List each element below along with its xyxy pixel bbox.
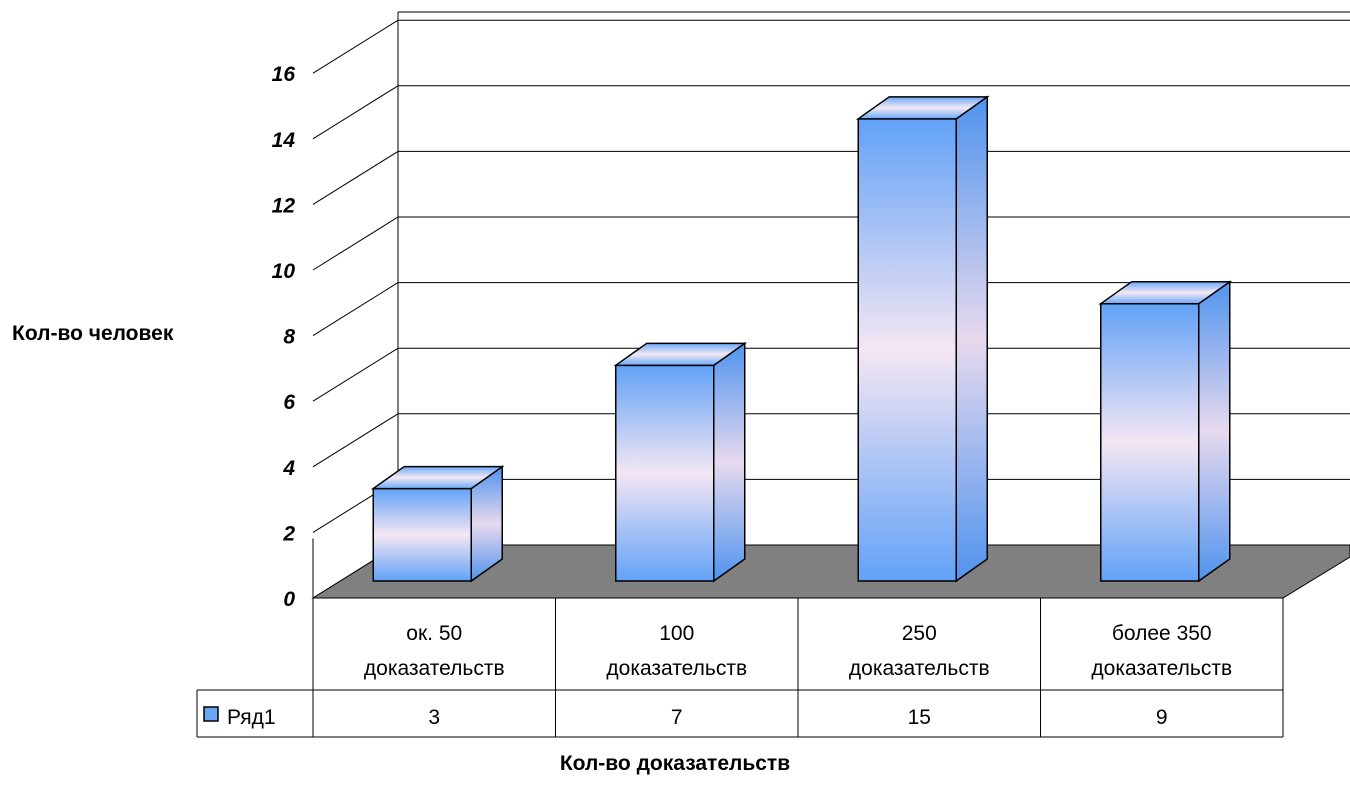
bar (1098, 280, 1233, 583)
y-tick-label: 16 (272, 63, 296, 86)
y-tick-label: 0 (283, 588, 295, 611)
gridline-side (312, 347, 399, 402)
category-label: ок. 50 (406, 622, 462, 645)
y-tick-label: 12 (272, 194, 296, 217)
bar-side (955, 95, 988, 583)
y-tick-labels: 0 2 4 6 8 10 12 14 16 (272, 63, 296, 611)
data-table: ок. 50 доказательств 100 доказательств 250 до… (196, 598, 1284, 738)
bar-front (857, 118, 957, 582)
y-tick-label: 10 (272, 260, 296, 283)
bar-top (370, 465, 505, 490)
category-label: 250 (902, 622, 937, 645)
bar-top (855, 96, 990, 120)
data-label: 7 (671, 706, 683, 729)
gridline-side (312, 216, 399, 271)
y-tick-label: 6 (283, 391, 295, 414)
category-label: доказательств (1091, 657, 1232, 680)
y-tick-label: 14 (272, 129, 296, 152)
gridline-side (312, 19, 399, 74)
category-label: доказательств (606, 657, 747, 680)
gridline-side (312, 85, 399, 140)
category-label: 100 (659, 622, 694, 645)
bar-front (372, 487, 472, 582)
y-axis-title: Кол-во человек (12, 322, 174, 345)
y-tick-label: 2 (282, 522, 295, 545)
category-label: доказательств (364, 657, 505, 680)
bar (855, 95, 990, 583)
legend-series-name: Ряд1 (227, 706, 276, 729)
category-label: доказательств (849, 657, 990, 680)
bar-side (1198, 280, 1231, 583)
bar-front (615, 364, 715, 582)
gridline-side (312, 413, 399, 468)
gridline-side (312, 150, 399, 205)
legend-swatch (203, 706, 219, 722)
y-tick-label: 8 (283, 326, 295, 349)
y-tick-label: 4 (282, 457, 295, 480)
gridline-side (312, 282, 399, 337)
data-label: 15 (908, 706, 931, 729)
bar-top (1098, 280, 1233, 305)
bar (370, 465, 505, 583)
data-label: 3 (428, 706, 440, 729)
data-label: 9 (1156, 706, 1168, 729)
bar-side (713, 341, 746, 583)
category-label: более 350 (1112, 622, 1212, 645)
bar (613, 341, 748, 583)
x-axis-title: Кол-во доказательств (559, 752, 791, 775)
bars (370, 95, 1233, 583)
bar-front (1100, 302, 1200, 582)
bar-top (613, 342, 748, 367)
